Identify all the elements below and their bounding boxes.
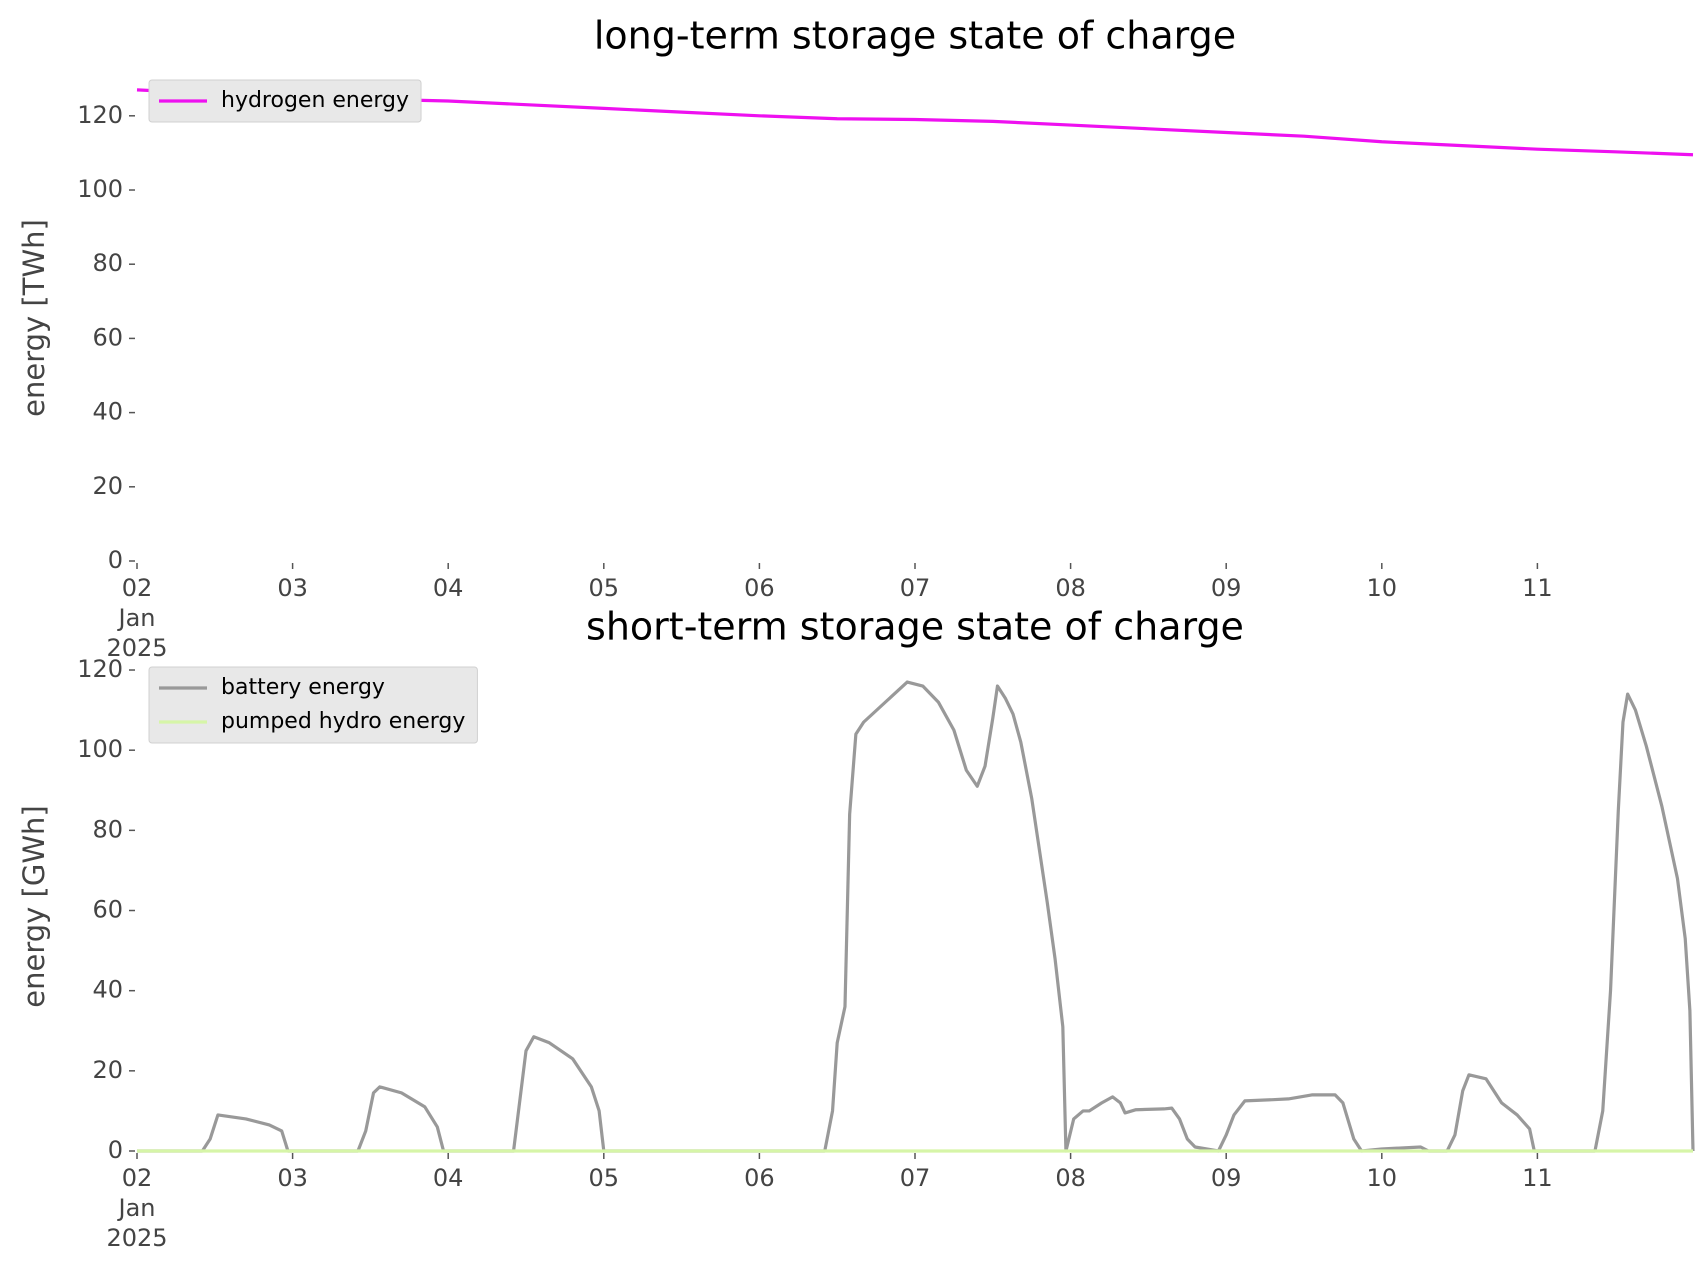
x-tick-label: 04: [432, 1164, 464, 1192]
x-tick-label: 05: [588, 574, 620, 602]
x-tick-label: 11: [1522, 1164, 1553, 1192]
y-tick-label: 40: [92, 976, 123, 1004]
x-tick-label: 09: [1210, 574, 1242, 602]
x-tick-label: 04: [432, 574, 464, 602]
y-tick-label: 0: [108, 546, 123, 574]
x-tick-label: 08: [1055, 574, 1086, 602]
legend-label: hydrogen energy: [221, 88, 409, 113]
y-tick-label: 60: [92, 896, 123, 924]
x-tick-label: 07: [899, 574, 931, 602]
legend-box: [148, 79, 422, 123]
x-tick-label: 11: [1522, 574, 1553, 602]
y-axis-label: energy [GWh]: [17, 805, 51, 1007]
x-tick-label: 09: [1210, 1164, 1242, 1192]
x-tick-label: 06: [744, 574, 775, 602]
x-tick-label: 03: [277, 574, 308, 602]
x-tick-label: 05: [588, 1164, 620, 1192]
y-tick-label: 60: [92, 323, 123, 351]
y-tick-label: 0: [108, 1136, 123, 1164]
series-line: [137, 680, 1695, 1153]
legend-box: [148, 666, 478, 744]
y-tick-label: 40: [92, 398, 123, 426]
chart-title: long-term storage state of charge: [594, 14, 1236, 58]
x-tick-label: 03: [277, 1164, 308, 1192]
x-tick-label: 08: [1055, 1164, 1086, 1192]
legend-label: pumped hydro energy: [221, 709, 465, 734]
chart-title: short-term storage state of charge: [586, 605, 1244, 649]
x-tick-label: 06: [744, 1164, 775, 1192]
y-tick-label: 120: [77, 655, 123, 683]
x-tick-label: 02 Jan 2025: [106, 1164, 168, 1252]
y-tick-label: 100: [77, 735, 123, 763]
y-tick-label: 80: [92, 249, 123, 277]
x-tick-label: 07: [899, 1164, 931, 1192]
y-tick-label: 20: [92, 472, 123, 500]
legend-label: battery energy: [221, 675, 385, 700]
y-tick-label: 80: [92, 815, 123, 843]
x-tick-label: 02 Jan 2025: [106, 574, 168, 662]
y-tick-label: 20: [92, 1056, 123, 1084]
y-axis-label: energy [TWh]: [17, 219, 51, 417]
x-tick-label: 10: [1366, 1164, 1398, 1192]
y-tick-label: 120: [77, 101, 123, 129]
y-tick-label: 100: [77, 175, 123, 203]
x-tick-label: 10: [1366, 574, 1398, 602]
